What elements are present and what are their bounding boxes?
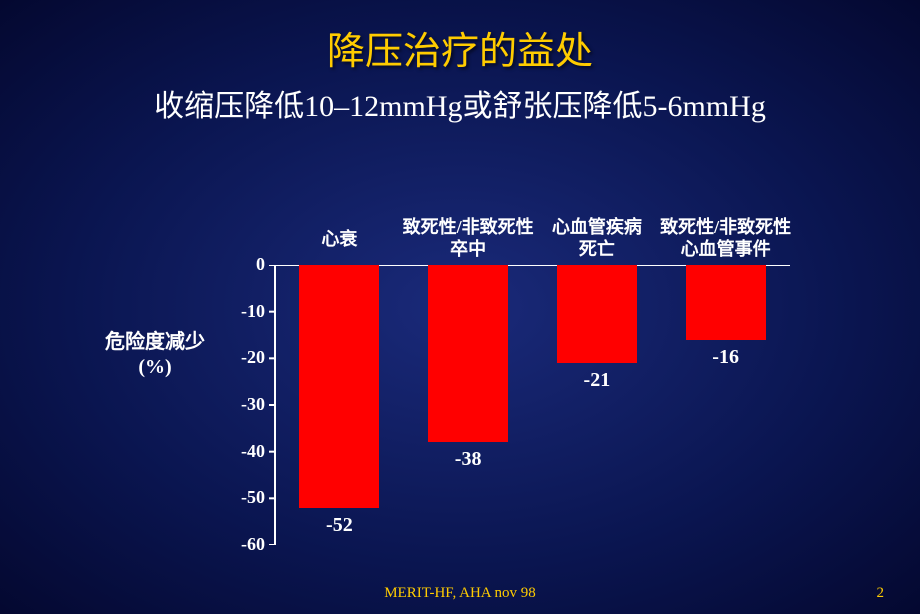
footer-source: MERIT-HF, AHA nov 98 <box>0 585 920 602</box>
category-label-line2: 卒中 <box>450 239 486 259</box>
bar-value-label: -52 <box>299 514 379 537</box>
bar-value-label: -38 <box>428 448 508 471</box>
bar-value-label: -21 <box>557 369 637 392</box>
y-tick-label: -10 <box>225 301 265 322</box>
slide-subtitle: 收缩压降低10–12mmHg或舒张压降低5-6mmHg <box>0 81 920 125</box>
category-label: 心血管疾病死亡 <box>530 217 665 260</box>
category-label: 心衰 <box>272 229 407 251</box>
chart-bar <box>428 265 508 442</box>
y-tick-label: -30 <box>225 394 265 415</box>
y-tick-label: -50 <box>225 487 265 508</box>
y-tick-label: -40 <box>225 441 265 462</box>
bar-value-label: -16 <box>686 346 766 369</box>
bar-chart: 0-10-20-30-40-50-60-52心衰-38致死性/非致死性卒中-21… <box>225 265 790 545</box>
y-tick-label: -20 <box>225 347 265 368</box>
category-label-line1: 心衰 <box>321 229 357 249</box>
y-axis-label-line2: (%) <box>138 356 171 378</box>
category-label: 致死性/非致死性心血管事件 <box>658 217 793 260</box>
category-label: 致死性/非致死性卒中 <box>401 217 536 260</box>
chart-bar <box>557 265 637 363</box>
category-label-line1: 致死性/非致死性 <box>403 217 534 237</box>
category-label-line1: 心血管疾病 <box>552 217 642 237</box>
category-label-line2: 心血管事件 <box>681 239 771 259</box>
chart-bar <box>299 265 379 508</box>
y-axis-label: 危险度减少 (%) <box>95 330 215 380</box>
category-label-line1: 致死性/非致死性 <box>660 217 791 237</box>
category-label-line2: 死亡 <box>579 239 615 259</box>
chart-bar <box>686 265 766 340</box>
slide-title: 降压治疗的益处 <box>0 0 920 75</box>
y-axis-label-line1: 危险度减少 <box>105 331 205 353</box>
y-tick-label: 0 <box>225 254 265 275</box>
y-tick-label: -60 <box>225 534 265 555</box>
footer-page-number: 2 <box>877 585 885 602</box>
